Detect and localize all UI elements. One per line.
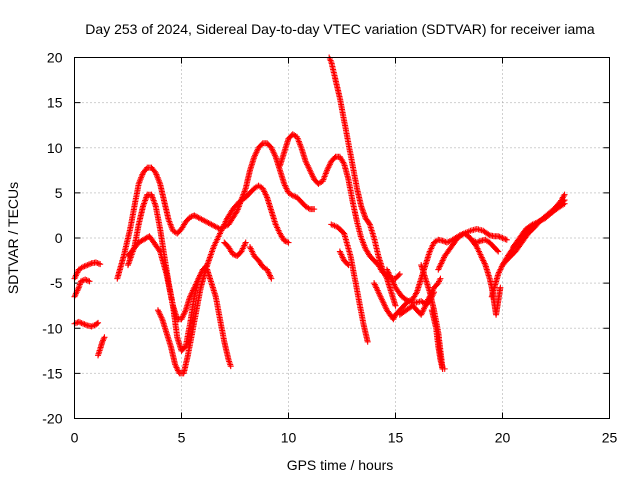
x-tick-label: 10: [281, 430, 297, 446]
series-trace-12: [246, 244, 275, 282]
series-trace-1: [71, 259, 104, 282]
y-tick-label: 0: [55, 230, 63, 246]
x-axis-label: GPS time / hours: [287, 457, 394, 473]
series-marker-trail: [126, 234, 234, 368]
y-tick-label: 15: [47, 95, 63, 111]
series-trace-14: [328, 221, 371, 345]
x-tick-label: 5: [178, 430, 186, 446]
series-marker-trail: [511, 198, 567, 249]
series-trace-11: [276, 131, 403, 282]
series-trace-21: [435, 225, 510, 273]
series-marker-trail: [277, 132, 402, 282]
series-trace-22: [467, 235, 504, 318]
series-trace-9: [154, 182, 292, 377]
y-axis-label: SDTVAR / TECUs: [5, 182, 21, 294]
x-tick-label: 25: [602, 430, 618, 446]
series-marker-trail: [337, 250, 351, 267]
series-marker-trail: [114, 164, 196, 281]
y-tick-label: 20: [47, 50, 63, 66]
chart-title: Day 253 of 2024, Sidereal Day-to-day VTE…: [85, 21, 595, 37]
series-trace-8: [125, 233, 234, 370]
y-tick-label: 5: [55, 185, 63, 201]
series-marker-trail: [247, 245, 274, 281]
series-trace-19: [428, 307, 448, 372]
x-tick-label: 20: [495, 430, 511, 446]
y-tick-label: -15: [42, 365, 62, 381]
data-marks: [71, 54, 568, 377]
series-trace-4: [95, 334, 108, 359]
series-marker-trail: [72, 259, 102, 281]
series-marker-trail: [192, 140, 316, 232]
series-trace-3: [71, 276, 93, 300]
x-tick-label: 0: [71, 430, 79, 446]
y-tick-label: -5: [50, 275, 63, 291]
data-point: [75, 318, 82, 325]
series-marker-trail: [329, 222, 371, 344]
series-marker-trail: [500, 193, 567, 267]
data-point: [285, 239, 292, 246]
data-point: [97, 261, 104, 268]
series-marker-trail: [326, 56, 398, 308]
series-marker-trail: [95, 335, 107, 357]
data-point: [499, 235, 506, 241]
axis-ticks: 0 5 10 15 20 25 -20 -15 -10 -5 0 5 10 15 20: [42, 50, 617, 446]
series-marker-trail: [429, 308, 446, 371]
series-marker-trail: [72, 277, 92, 299]
series-trace-20: [396, 289, 438, 318]
series-trace-2: [71, 318, 102, 330]
series-marker-trail: [222, 240, 248, 259]
data-point: [86, 278, 93, 285]
y-tick-label: 10: [47, 140, 63, 156]
series-trace-6: [191, 140, 318, 232]
series-trace-10: [221, 239, 249, 260]
series-marker-trail: [436, 226, 509, 272]
plot-frame: [74, 57, 610, 419]
data-point: [503, 236, 510, 243]
series-marker-trail: [489, 201, 567, 299]
series-trace-24: [499, 191, 568, 269]
data-point: [82, 276, 89, 283]
series-marker-trail: [155, 183, 291, 377]
x-tick-label: 15: [388, 430, 404, 446]
y-tick-label: -20: [42, 411, 62, 427]
data-point: [95, 319, 102, 326]
y-tick-label: -10: [42, 320, 62, 336]
series-trace-15: [336, 248, 352, 269]
series-marker-trail: [398, 290, 437, 317]
series-trace-25: [510, 197, 568, 251]
series-marker-trail: [72, 319, 100, 330]
